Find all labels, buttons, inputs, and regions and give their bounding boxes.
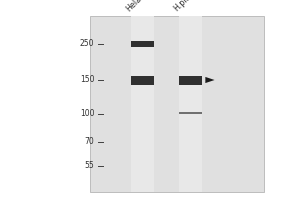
- Bar: [131, 42, 154, 46]
- Bar: [179, 112, 202, 114]
- Polygon shape: [205, 77, 214, 83]
- Bar: [131, 75, 154, 84]
- Text: 70: 70: [85, 138, 94, 146]
- Text: 100: 100: [80, 110, 94, 118]
- Text: 250: 250: [80, 40, 94, 48]
- Bar: [179, 16, 202, 192]
- Text: 150: 150: [80, 75, 94, 84]
- Text: H.placenta: H.placenta: [172, 0, 209, 13]
- Text: 55: 55: [85, 162, 94, 170]
- Text: Hela: Hela: [124, 0, 143, 13]
- Bar: [179, 75, 202, 84]
- Bar: [131, 16, 154, 192]
- Bar: [90, 16, 264, 192]
